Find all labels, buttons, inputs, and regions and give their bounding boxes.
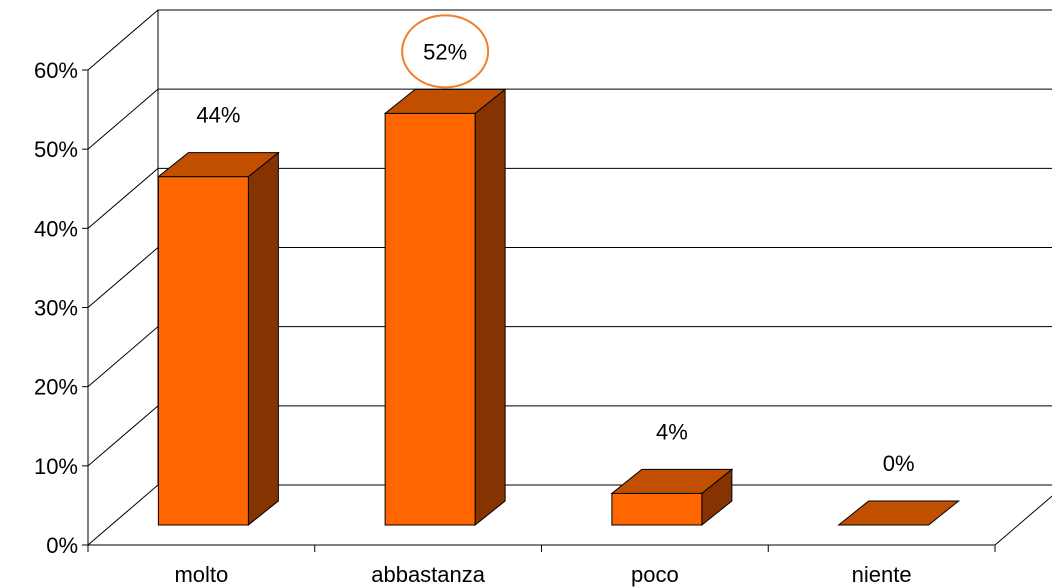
data-labels: 44% 52% 4% 0% (196, 14, 915, 476)
floor-right-edge (994, 495, 1052, 546)
y-axis-ticks: 0% 10% 20% 30% 40% 50% 60% (34, 58, 88, 558)
y-tick-label: 20% (34, 375, 78, 400)
category-label-abbastanza: abbastanza (371, 562, 486, 587)
gridline-60 (87, 9, 1052, 71)
bar-top (383, 88, 507, 114)
data-label-abbastanza: 52% (423, 39, 467, 64)
highlight-circle (401, 14, 490, 89)
bar-niente (837, 500, 961, 526)
bars (156, 88, 961, 527)
data-label-niente: 0% (883, 451, 915, 476)
bar-poco (610, 468, 734, 527)
bar-abbastanza (383, 88, 507, 527)
bar-top (156, 152, 280, 178)
y-tick-label: 50% (34, 137, 78, 162)
bar-top (837, 500, 961, 526)
bar-front (384, 112, 476, 526)
bar-molto (156, 151, 280, 527)
bar-front (157, 176, 249, 526)
category-labels: molto abbastanza poco niente (174, 562, 911, 587)
gridline-40 (87, 167, 1052, 229)
bar-top (610, 468, 734, 494)
category-label-molto: molto (174, 562, 228, 587)
bar-side (474, 88, 506, 527)
y-tick-label: 10% (34, 454, 78, 479)
bar-side (247, 151, 279, 527)
y-tick-label: 0% (46, 533, 78, 558)
category-label-niente: niente (852, 562, 912, 587)
data-label-poco: 4% (656, 419, 688, 444)
x-axis-ticks (87, 545, 996, 552)
y-tick-label: 30% (34, 296, 78, 321)
gridline-50 (87, 88, 1052, 150)
y-tick-label: 40% (34, 216, 78, 241)
bar-front (611, 492, 703, 526)
y-tick-label: 60% (34, 58, 78, 83)
data-label-molto: 44% (196, 103, 240, 128)
category-label-poco: poco (631, 562, 679, 587)
